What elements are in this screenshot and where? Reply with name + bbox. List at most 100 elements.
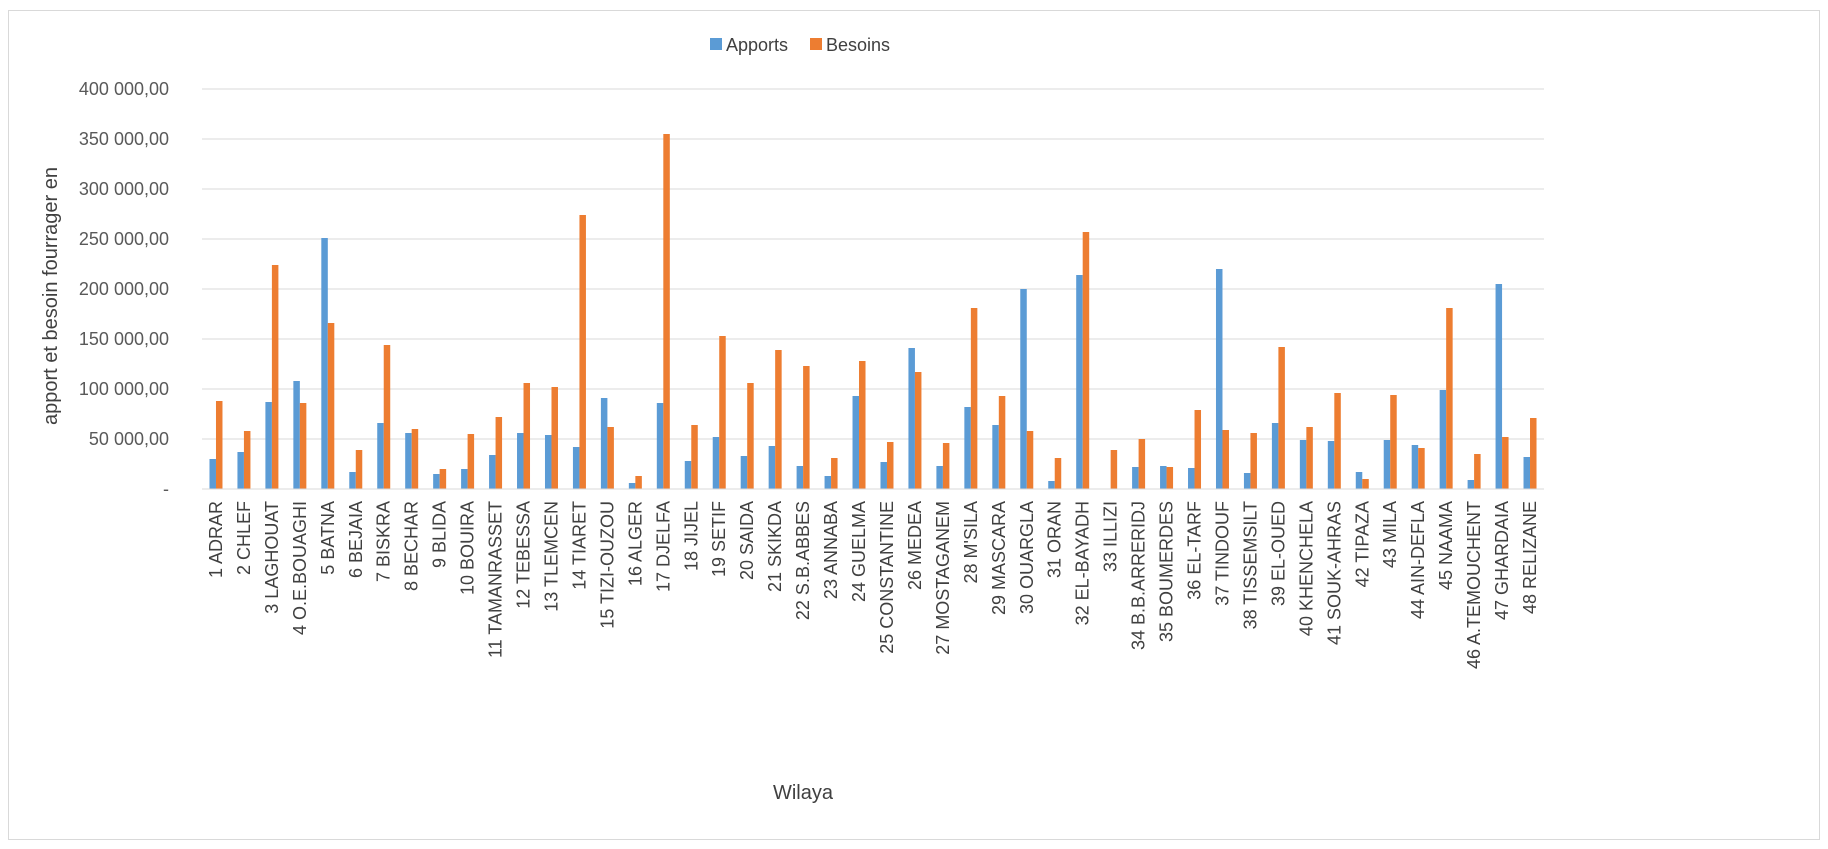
bar-apports-9: [433, 474, 440, 489]
x-tick-label: 28 M'SILA: [961, 501, 981, 583]
bar-apports-34: [1132, 467, 1139, 489]
bar-besoins-11: [495, 417, 503, 489]
bar-besoins-13: [551, 387, 558, 489]
x-tick-label: 39 EL-OUED: [1268, 501, 1288, 606]
x-tick-label: 27 MOSTAGANEM: [933, 501, 953, 655]
bar-besoins-48: [1530, 418, 1537, 489]
x-tick-label: 38 TISSEMSILT: [1240, 501, 1260, 629]
x-tick-label: 3 LAGHOUAT: [262, 501, 282, 614]
bar-apports-16: [628, 483, 636, 489]
bar-besoins-37: [1222, 430, 1229, 489]
x-tick-label: 32 EL-BAYADH: [1073, 501, 1093, 625]
x-tick-label: 13 TLEMCEN: [541, 501, 561, 612]
bar-besoins-15: [607, 427, 614, 489]
bar-besoins-33: [1110, 450, 1118, 489]
x-tick-label: 16 ALGER: [625, 501, 645, 586]
bar-besoins-34: [1138, 439, 1146, 489]
x-tick-label: 10 BOUIRA: [458, 501, 478, 595]
bar-apports-3: [265, 402, 272, 489]
x-tick-label: 43 MILA: [1380, 501, 1400, 568]
bar-besoins-27: [942, 443, 950, 489]
bar-apports-1: [209, 459, 216, 489]
bar-besoins-17: [663, 134, 670, 489]
bar-besoins-12: [523, 383, 531, 489]
bar-apports-13: [544, 435, 552, 489]
bar-besoins-1: [215, 401, 223, 489]
bar-apports-17: [656, 403, 664, 489]
bar-besoins-40: [1306, 427, 1313, 489]
bar-apports-15: [600, 398, 608, 489]
bar-besoins-20: [747, 383, 754, 489]
x-tick-label: 4 O.E.BOUAGHI: [290, 501, 310, 635]
x-tick-label: 25 CONSTANTINE: [877, 501, 897, 654]
x-tick-label: 18 JIJEL: [681, 501, 701, 571]
x-tick-label: 6 BEJAIA: [346, 501, 366, 578]
chart-frame: Apports Besoins - 50 000,00 100 000,00 150 …: [8, 10, 1820, 840]
bar-apports-24: [852, 396, 860, 489]
bar-apports-26: [908, 348, 915, 489]
bar-apports-47: [1495, 284, 1503, 489]
bar-apports-45: [1439, 390, 1447, 489]
bar-apports-11: [489, 455, 496, 489]
y-axis-ticks: - 50 000,00 100 000,00 150 000,00 200 000,00…: [79, 79, 169, 499]
x-tick-label: 41 SOUK-AHRAS: [1324, 501, 1344, 645]
legend: Apports Besoins: [710, 35, 890, 55]
bar-besoins-14: [579, 215, 586, 489]
bar-besoins-35: [1166, 467, 1174, 489]
bar-apports-5: [321, 238, 328, 489]
bar-besoins-7: [383, 345, 391, 489]
x-tick-label: 30 OUARGLA: [1017, 501, 1037, 614]
bar-apports-32: [1076, 275, 1083, 489]
bar-besoins-46: [1474, 454, 1481, 489]
x-tick-label: 48 RELIZANE: [1520, 501, 1540, 614]
bar-apports-7: [377, 423, 384, 489]
bar-besoins-6: [355, 450, 363, 489]
x-axis-ticks: 1 ADRAR 2 CHLEF 3 LAGHOUAT 4 O.E.BOUAGHI 5 B…: [206, 501, 1540, 669]
x-tick-label: 15 TIZI-OUZOU: [597, 501, 617, 629]
x-tick-label: 5 BATNA: [318, 501, 338, 575]
y-tick-label: 250 000,00: [79, 229, 169, 249]
bar-besoins-30: [1026, 431, 1034, 489]
bar-besoins-28: [970, 308, 978, 489]
bar-besoins-45: [1446, 308, 1453, 489]
y-tick-label: -: [163, 479, 169, 499]
bar-apports-48: [1523, 457, 1531, 489]
y-axis-title: apport et besoin fourrager en: [40, 167, 62, 425]
x-tick-label: 12 TEBESSA: [514, 501, 534, 609]
bar-apports-31: [1048, 481, 1055, 489]
x-tick-label: 35 BOUMERDES: [1157, 501, 1177, 642]
bar-besoins-44: [1418, 448, 1425, 489]
x-axis-title: Wilaya: [773, 782, 834, 804]
bar-apports-35: [1160, 466, 1167, 489]
x-tick-label: 40 KHENCHELA: [1296, 501, 1316, 636]
legend-swatch-besoins: [810, 38, 822, 50]
x-tick-label: 37 TINDOUF: [1212, 501, 1232, 606]
x-tick-label: 14 TIARET: [569, 501, 589, 590]
bar-besoins-25: [886, 442, 894, 489]
bar-apports-36: [1188, 468, 1195, 489]
bar-apports-30: [1020, 289, 1027, 489]
bar-besoins-3: [271, 265, 279, 489]
x-tick-label: 7 BISKRA: [374, 501, 394, 582]
bar-besoins-5: [327, 323, 335, 489]
bar-besoins-41: [1334, 393, 1341, 489]
bar-apports-40: [1299, 440, 1307, 489]
y-tick-label: 150 000,00: [79, 329, 169, 349]
bar-apports-38: [1243, 473, 1251, 489]
bar-besoins-29: [998, 396, 1006, 489]
bar-apports-21: [768, 446, 776, 489]
bar-apports-44: [1411, 445, 1419, 489]
bar-besoins-9: [439, 469, 447, 489]
bar-besoins-26: [914, 372, 922, 489]
bar-apports-10: [461, 469, 468, 489]
bar-besoins-2: [243, 431, 251, 489]
gridlines: [202, 88, 1544, 440]
bar-apports-46: [1467, 480, 1475, 489]
x-tick-label: 8 BECHAR: [402, 501, 422, 591]
bar-apports-25: [880, 462, 887, 489]
bar-apports-2: [237, 452, 244, 489]
x-tick-label: 29 MASCARA: [989, 501, 1009, 615]
x-tick-label: 44 AIN-DEFLA: [1408, 501, 1428, 619]
y-tick-label: 300 000,00: [79, 179, 169, 199]
x-tick-label: 31 ORAN: [1045, 501, 1065, 578]
